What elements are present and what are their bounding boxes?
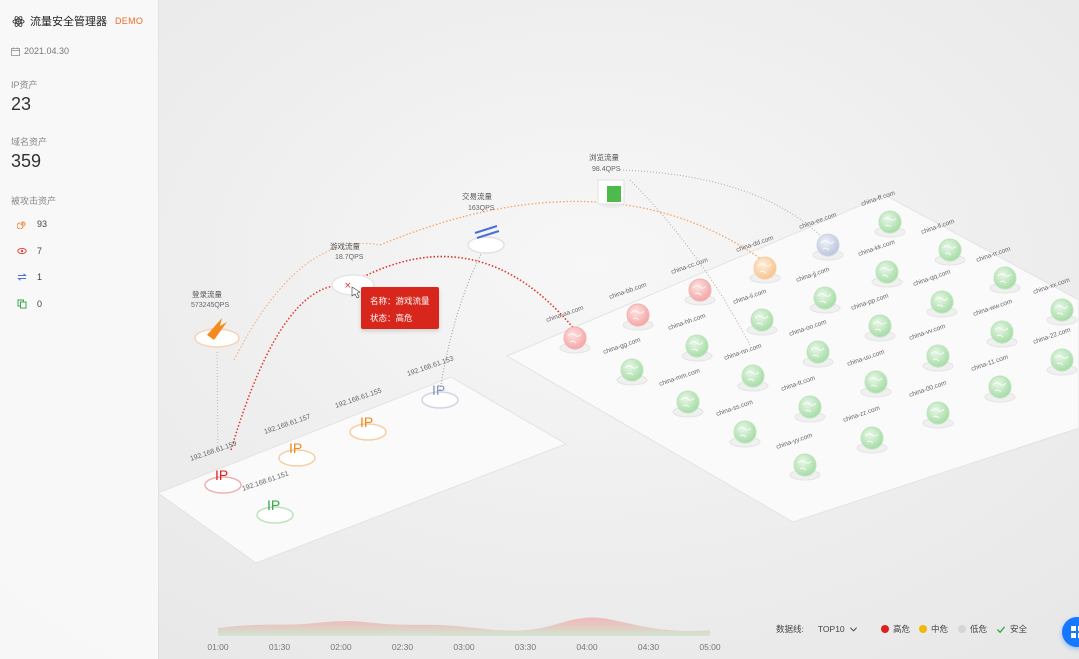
legend-mid[interactable]: 中危: [919, 623, 948, 635]
demo-tag: DEMO: [115, 16, 144, 26]
attack-count-swap: 1: [37, 272, 43, 282]
domain-assets-value: 359: [11, 151, 42, 171]
ip-glyph: IP: [360, 414, 373, 430]
ip-glyph: IP: [267, 497, 280, 513]
calendar-icon: [11, 46, 20, 56]
ip-glyph: IP: [289, 440, 302, 456]
game-flow-qps: 18.7QPS: [335, 254, 364, 261]
swap-icon: [17, 273, 27, 281]
domain-platform: [505, 194, 1079, 523]
grid-icon: [1071, 626, 1079, 638]
dataline-value: TOP10: [817, 624, 845, 634]
attack-count-eye: 7: [37, 246, 43, 256]
domain-assets-label: 域名资产: [11, 137, 48, 147]
time-tick-label: 03:30: [514, 642, 537, 652]
time-tick-label: 01:00: [207, 642, 229, 652]
dataline-selector[interactable]: 数据线: TOP10: [776, 623, 858, 635]
checkmark-icon: [996, 625, 1006, 633]
ip-address-label: 192.168.61.157: [263, 413, 311, 435]
ip-assets-value: 23: [11, 94, 32, 114]
login-flow-name: 登录流量: [192, 290, 222, 299]
chevron-down-icon: [849, 626, 857, 632]
attack-row-eye[interactable]: 7: [17, 246, 42, 256]
date-text: 2021.04.30: [24, 46, 70, 56]
low-risk-icon: [958, 625, 966, 633]
eye-icon: [17, 247, 27, 255]
ip-assets-label: IP资产: [11, 80, 38, 90]
time-tick-label: 01:30: [268, 642, 291, 652]
atom-icon: [12, 15, 25, 27]
link-ip-trade: [439, 244, 487, 391]
ip-glyph: IP: [432, 382, 445, 398]
attack-row-copy[interactable]: 0: [17, 299, 42, 309]
domain-label: china-bb.com: [608, 282, 647, 301]
sidebar: 流量安全管理器 DEMO 2021.04.30 IP资产 23 域名资产 359…: [0, 0, 158, 659]
floating-action-button[interactable]: [1062, 617, 1079, 647]
legend-high-label: 高危: [893, 624, 911, 634]
link-game-ip: [230, 284, 356, 451]
ip-glyph: IP: [215, 467, 228, 483]
login-flow-qps: 573245QPS: [191, 302, 230, 309]
time-tick-label: 02:00: [330, 642, 352, 652]
time-tick-label: 05:00: [699, 642, 721, 652]
hover-tooltip: 名称：游戏流量 状态：高危: [361, 287, 439, 329]
time-tick-label: 03:00: [453, 642, 475, 652]
time-tick-label: 04:00: [576, 642, 598, 652]
legend-high[interactable]: 高危: [881, 623, 910, 635]
attacked-assets-label: 被攻击资产: [11, 196, 57, 206]
timeline-chart: [218, 617, 710, 636]
warning-icon: [919, 625, 927, 633]
trade-flow-qps: 163QPS: [468, 205, 495, 212]
link-game-aa: [356, 255, 576, 331]
legend-mid-label: 中危: [931, 624, 949, 634]
copy-icon: [17, 299, 27, 309]
dataline-label: 数据线:: [776, 624, 804, 634]
domain-node[interactable]: china-aa.com: [545, 305, 591, 354]
trade-flow-name: 交易流量: [462, 192, 492, 201]
legend-safe-label: 安全: [1010, 624, 1028, 634]
tooltip-name: 名称：游戏流量: [370, 296, 430, 306]
ip-address-label: 192.168.61.153: [406, 355, 454, 377]
browse-flow-qps: 98.4QPS: [592, 166, 621, 173]
domain-node[interactable]: china-ii.com: [732, 288, 778, 336]
flow-links: [216, 169, 826, 451]
domain-label: china-aa.com: [545, 305, 584, 324]
domain-node[interactable]: china-ww.com: [972, 298, 1018, 348]
link-browse-ee: [619, 169, 826, 241]
link-browse-nn: [629, 179, 751, 346]
app-title: 流量安全管理器: [30, 16, 107, 28]
spiral-icon: [17, 221, 26, 229]
legend-low-label: 低危: [970, 624, 988, 634]
attack-count-spiral: 93: [37, 219, 48, 229]
svg-text:×: ×: [344, 281, 352, 291]
time-tick-label: 02:30: [391, 642, 414, 652]
trade-flow-node[interactable]: [467, 225, 505, 254]
brand: 流量安全管理器 DEMO: [12, 13, 143, 29]
browse-flow-node[interactable]: [597, 179, 625, 208]
tooltip-status: 状态：高危: [370, 313, 413, 323]
time-tick-label: 04:30: [637, 642, 660, 652]
attack-count-copy: 0: [37, 299, 43, 309]
ip-address-label: 192.168.61.159: [189, 440, 237, 462]
game-flow-name: 游戏流量: [330, 242, 360, 251]
date-display: 2021.04.30: [11, 46, 69, 56]
attack-row-spiral[interactable]: 93: [17, 219, 47, 229]
attack-row-swap[interactable]: 1: [17, 272, 42, 282]
login-flow-node[interactable]: [194, 318, 240, 348]
alert-icon: [881, 625, 889, 633]
legend-safe[interactable]: 安全: [996, 623, 1027, 635]
link-trade-dd: [379, 200, 766, 263]
legend-low[interactable]: 低危: [958, 623, 987, 635]
browse-flow-name: 浏览流量: [589, 153, 619, 162]
link-login-ip: [216, 351, 219, 451]
